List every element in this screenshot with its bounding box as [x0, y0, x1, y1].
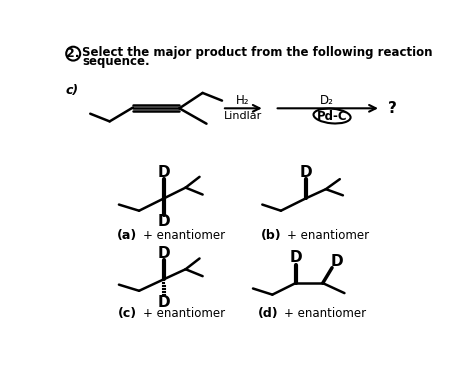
Text: + enantiomer: + enantiomer [287, 229, 369, 242]
Text: + enantiomer: + enantiomer [143, 307, 225, 320]
Text: + enantiomer: + enantiomer [143, 229, 225, 242]
Text: c): c) [65, 84, 79, 97]
Text: Lindlar: Lindlar [224, 111, 262, 121]
Text: Select the major product from the following reaction: Select the major product from the follow… [82, 46, 433, 58]
Text: (a): (a) [118, 229, 137, 242]
Text: Pd-C: Pd-C [317, 110, 347, 122]
Text: D: D [330, 254, 343, 269]
Text: D: D [157, 295, 170, 310]
Text: (d): (d) [258, 307, 279, 320]
Text: 2.: 2. [66, 47, 80, 60]
Text: sequence.: sequence. [82, 55, 150, 68]
Text: D: D [157, 246, 170, 260]
Text: D: D [157, 165, 170, 180]
Text: + enantiomer: + enantiomer [284, 307, 366, 320]
Text: D: D [300, 165, 312, 180]
Text: D: D [289, 250, 302, 265]
Text: ?: ? [388, 101, 397, 116]
Text: (b): (b) [261, 229, 282, 242]
Text: (c): (c) [118, 307, 137, 320]
Text: H₂: H₂ [236, 94, 250, 107]
Text: D₂: D₂ [319, 94, 334, 107]
Text: D: D [157, 214, 170, 229]
